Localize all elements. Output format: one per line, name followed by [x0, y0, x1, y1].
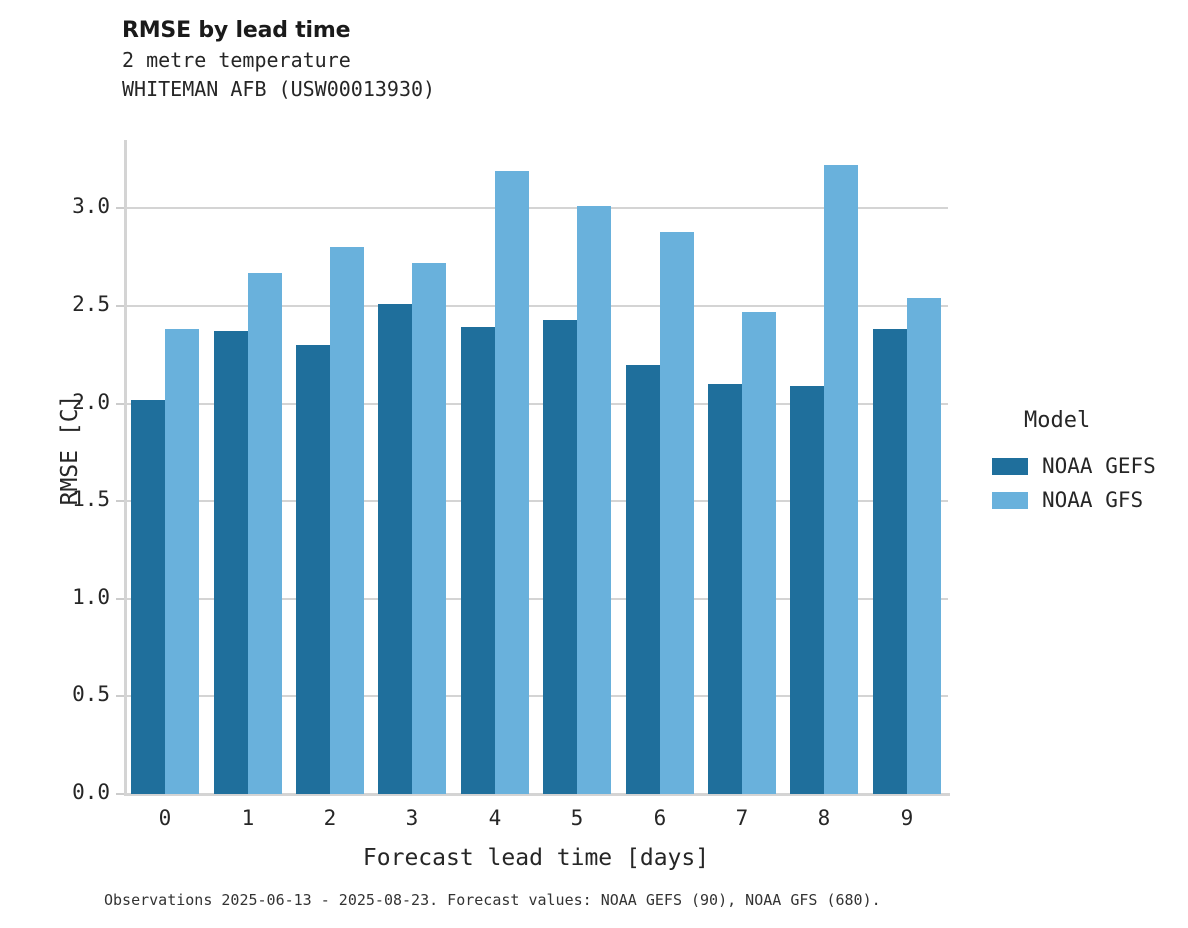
gridline: [124, 695, 948, 697]
bar-noaa-gfs-lead-0: [165, 329, 199, 794]
gridline: [124, 500, 948, 502]
y-tick-mark: [116, 793, 124, 795]
y-tick-mark: [116, 403, 124, 405]
legend-title: Model: [1024, 408, 1091, 433]
gridline: [124, 403, 948, 405]
legend-item[interactable]: NOAA GFS: [992, 483, 1188, 517]
bar-noaa-gefs-lead-2: [296, 345, 330, 794]
y-tick-label: 2.0: [72, 390, 110, 414]
legend-swatch-icon: [992, 491, 1028, 509]
y-axis-title: RMSE [C]: [57, 394, 83, 506]
bar-noaa-gfs-lead-6: [660, 232, 694, 794]
x-tick-label: 5: [570, 806, 584, 830]
y-axis-spine: [124, 140, 127, 796]
y-tick-mark: [116, 207, 124, 209]
x-tick-label: 0: [158, 806, 172, 830]
x-tick-label: 9: [900, 806, 914, 830]
bar-noaa-gefs-lead-3: [378, 304, 412, 794]
legend: Model NOAA GEFS NOAA GFS: [992, 408, 1188, 517]
bar-noaa-gefs-lead-5: [543, 320, 577, 794]
x-tick-label: 3: [405, 806, 419, 830]
chart-subtitle: 2 metre temperature: [122, 48, 351, 72]
y-tick-mark: [116, 500, 124, 502]
gridline: [124, 207, 948, 209]
x-axis-title: Forecast lead time [days]: [362, 845, 710, 871]
bar-noaa-gfs-lead-2: [330, 247, 364, 794]
y-tick-label: 3.0: [72, 194, 110, 218]
bar-noaa-gfs-lead-7: [742, 312, 776, 794]
y-tick-label: 1.0: [72, 585, 110, 609]
bar-noaa-gfs-lead-4: [495, 171, 529, 794]
bar-noaa-gefs-lead-6: [626, 365, 660, 794]
legend-entries: NOAA GEFS NOAA GFS: [992, 449, 1188, 517]
legend-item-label: NOAA GFS: [1042, 488, 1144, 512]
chart-header: RMSE by lead time 2 metre temperature WH…: [122, 16, 922, 104]
chart-station-label: WHITEMAN AFB (USW00013930): [122, 77, 436, 101]
legend-item[interactable]: NOAA GEFS: [992, 449, 1188, 483]
y-tick-label: 1.5: [72, 487, 110, 511]
x-tick-label: 2: [323, 806, 337, 830]
bar-noaa-gefs-lead-9: [873, 329, 907, 794]
gridline: [124, 305, 948, 307]
bar-noaa-gfs-lead-3: [412, 263, 446, 794]
bar-noaa-gefs-lead-0: [131, 400, 165, 794]
bar-noaa-gfs-lead-8: [824, 165, 858, 794]
gridline: [124, 598, 948, 600]
bar-noaa-gefs-lead-8: [790, 386, 824, 794]
x-tick-label: 8: [817, 806, 831, 830]
x-axis-spine: [124, 793, 950, 796]
x-tick-label: 1: [241, 806, 255, 830]
bar-noaa-gefs-lead-1: [214, 331, 248, 794]
bar-noaa-gfs-lead-1: [248, 273, 282, 794]
bar-noaa-gefs-lead-7: [708, 384, 742, 794]
bar-noaa-gfs-lead-5: [577, 206, 611, 794]
x-tick-label: 6: [653, 806, 667, 830]
legend-swatch-icon: [992, 457, 1028, 475]
footer-note: Observations 2025-06-13 - 2025-08-23. Fo…: [104, 891, 881, 909]
y-tick-mark: [116, 695, 124, 697]
page-title: RMSE by lead time: [122, 18, 351, 43]
bar-noaa-gfs-lead-9: [907, 298, 941, 794]
legend-item-label: NOAA GEFS: [1042, 454, 1156, 478]
x-tick-label: 4: [488, 806, 502, 830]
y-tick-label: 2.5: [72, 292, 110, 316]
y-tick-mark: [116, 305, 124, 307]
x-tick-label: 7: [735, 806, 749, 830]
y-tick-label: 0.5: [72, 682, 110, 706]
bars-container: [124, 140, 948, 794]
y-tick-mark: [116, 598, 124, 600]
y-tick-label: 0.0: [72, 780, 110, 804]
bar-noaa-gefs-lead-4: [461, 327, 495, 794]
